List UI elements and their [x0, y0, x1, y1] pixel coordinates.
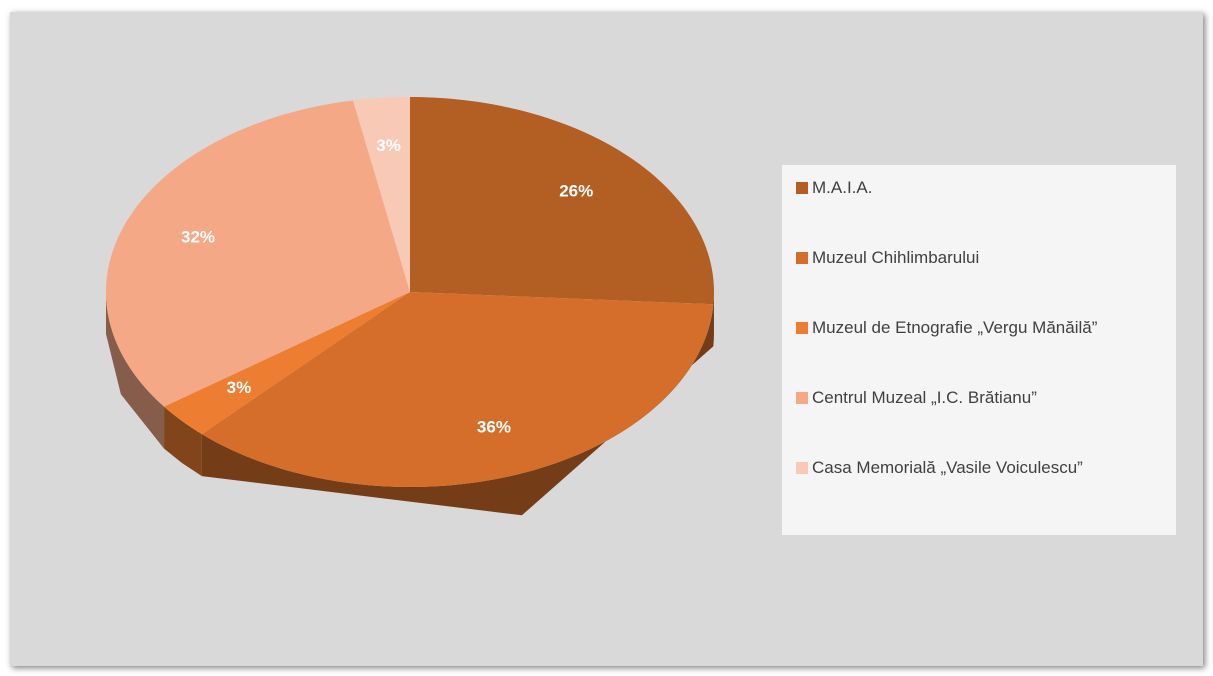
legend-label: M.A.I.A. — [812, 178, 873, 197]
legend-swatch — [796, 462, 808, 474]
legend: M.A.I.A. Muzeul Chihlimbarului Muzeul de E… — [782, 165, 1176, 535]
legend-swatch — [796, 252, 808, 264]
slice-side — [713, 292, 714, 347]
legend-item: Centrul Muzeal „I.C. Brătianu” — [796, 387, 1166, 457]
slice — [410, 97, 714, 305]
legend-label: Centrul Muzeal „I.C. Brătianu” — [812, 388, 1037, 407]
legend-item: M.A.I.A. — [796, 177, 1166, 247]
data-label: 36% — [477, 417, 511, 436]
slice-side — [164, 406, 202, 477]
slice — [164, 292, 410, 435]
legend-item: Casa Memorială „Vasile Voiculescu” — [796, 457, 1166, 527]
data-label: 3% — [376, 136, 401, 155]
slice — [201, 292, 714, 487]
data-label: 32% — [181, 228, 215, 247]
legend-label: Casa Memorială „Vasile Voiculescu” — [812, 458, 1083, 477]
legend-item: Muzeul de Etnografie „Vergu Mănăilă” — [796, 317, 1166, 387]
legend-swatch — [796, 182, 808, 194]
legend-label: Muzeul Chihlimbarului — [812, 248, 980, 267]
data-label: 3% — [227, 378, 252, 397]
slice — [106, 100, 410, 407]
legend-item: Muzeul Chihlimbarului — [796, 247, 1166, 317]
legend-swatch — [796, 392, 808, 404]
data-label: 26% — [559, 181, 593, 200]
legend-label: Muzeul de Etnografie „Vergu Mănăilă” — [812, 318, 1098, 337]
slice-side — [106, 292, 165, 449]
slice — [353, 97, 410, 292]
legend-swatch — [796, 322, 808, 334]
